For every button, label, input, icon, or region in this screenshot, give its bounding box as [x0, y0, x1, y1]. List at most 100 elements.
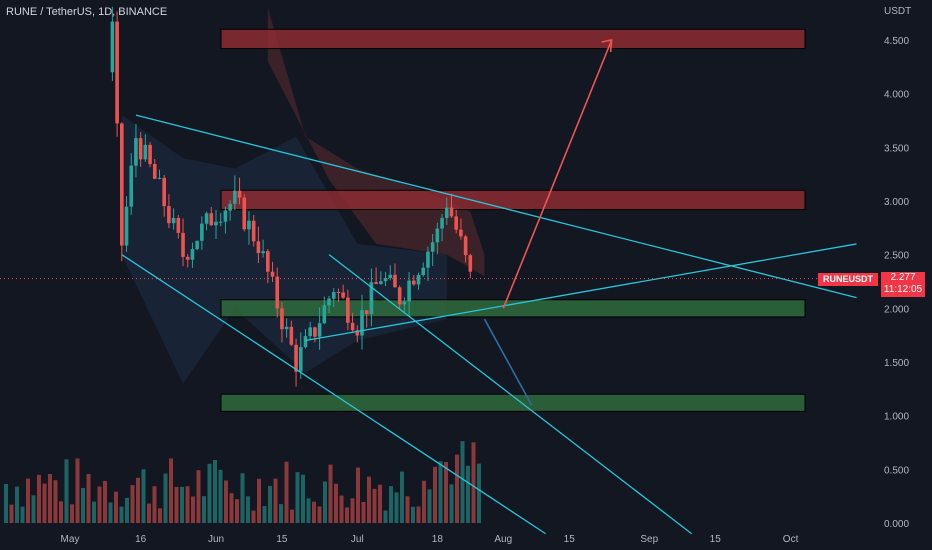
candle-body	[412, 280, 416, 285]
candle-body	[346, 297, 350, 323]
candle-body	[120, 123, 124, 246]
candle-body	[256, 241, 261, 254]
volume-bar	[257, 478, 261, 523]
volume-bar	[229, 493, 234, 523]
volume-bar	[361, 501, 366, 523]
volume-bar	[125, 497, 129, 523]
candle-body	[200, 223, 204, 241]
candle-body	[397, 287, 402, 305]
candle-body	[369, 282, 374, 315]
volume-bar	[158, 508, 162, 523]
candle-body	[341, 292, 345, 298]
volume-bar	[37, 474, 41, 523]
volume-bar	[130, 485, 135, 523]
volume-bar	[455, 454, 459, 523]
x-tick-label: 15	[564, 534, 576, 545]
volume-bar	[70, 504, 74, 523]
candle-body	[440, 218, 444, 229]
y-tick-label: 3.000	[884, 197, 909, 208]
candle-body	[463, 236, 468, 256]
candle-body	[110, 21, 115, 73]
volume-bar	[86, 474, 91, 523]
candle-body	[383, 277, 388, 282]
candle-body	[449, 207, 454, 217]
volume-bar	[218, 469, 223, 523]
x-tick-label: Aug	[494, 534, 512, 545]
volume-bar	[114, 491, 118, 523]
candle-body	[115, 21, 119, 124]
volume-bar	[108, 502, 113, 523]
volume-bar	[389, 486, 393, 523]
candle-body	[176, 217, 181, 233]
candle-body	[195, 240, 199, 250]
volume-bar	[213, 460, 217, 523]
volume-bar	[312, 501, 316, 523]
x-tick-label: Jun	[208, 534, 224, 545]
volume-bar	[394, 492, 399, 523]
candle-body	[355, 330, 360, 336]
x-tick-label: 18	[432, 534, 444, 545]
volume-bar	[15, 486, 19, 523]
trendline	[328, 254, 693, 535]
candle-body	[393, 274, 397, 288]
x-tick-label: May	[61, 534, 80, 545]
candle-body	[181, 232, 185, 257]
candle-body	[209, 213, 214, 226]
volume-bar	[290, 509, 294, 523]
x-tick-label: 15	[710, 534, 722, 545]
candle-body	[223, 210, 228, 222]
support-zone	[220, 299, 806, 318]
candle-body	[261, 251, 265, 254]
y-tick-label: 4.500	[884, 36, 909, 47]
candle-body	[331, 291, 336, 299]
candle-body	[364, 310, 369, 315]
volume-bar	[345, 507, 349, 523]
volume-bar	[268, 485, 272, 523]
volume-bar	[224, 480, 228, 523]
volume-bar	[180, 486, 184, 523]
x-tick-label: Oct	[783, 534, 799, 545]
volume-bar	[422, 480, 426, 523]
volume-bar	[42, 483, 47, 523]
candle-body	[430, 242, 435, 252]
candle-body	[426, 251, 430, 268]
volume-bar	[323, 481, 327, 523]
volume-bar	[207, 463, 212, 523]
y-tick-label: 1.000	[884, 412, 909, 423]
candle-body	[148, 144, 152, 165]
volume-bar	[262, 506, 267, 523]
candle-body	[327, 298, 331, 306]
candle-body	[454, 216, 458, 230]
volume-bar	[92, 501, 96, 523]
volume-bar	[383, 510, 388, 523]
volume-bar	[196, 470, 201, 523]
volume-bar	[251, 510, 256, 523]
x-tick-label: Sep	[640, 534, 658, 545]
volume-bar	[53, 480, 58, 523]
last-price-value: 2.277	[890, 272, 916, 283]
x-tick-label: 15	[276, 534, 288, 545]
volume-bar	[31, 495, 36, 523]
volume-bar	[356, 467, 360, 523]
candle-body	[416, 274, 421, 285]
volume-bar	[433, 466, 437, 523]
support-zone	[220, 393, 806, 412]
candle-body	[134, 138, 138, 166]
volume-bar	[147, 503, 151, 523]
y-tick-label: 0.000	[884, 519, 909, 530]
volume-bar	[334, 483, 338, 523]
volume-bar	[411, 506, 415, 523]
volume-bar	[400, 471, 404, 523]
volume-bar	[26, 478, 30, 523]
volume-bar	[471, 442, 476, 523]
volume-bar	[185, 486, 190, 523]
volume-bar	[64, 459, 69, 523]
candle-body	[185, 256, 190, 260]
candle-body	[360, 310, 364, 336]
candle-body	[167, 206, 171, 224]
volume-bar	[460, 441, 465, 523]
candle-body	[322, 305, 327, 324]
volume-bar	[59, 501, 63, 523]
y-tick-label: 0.500	[884, 465, 909, 476]
